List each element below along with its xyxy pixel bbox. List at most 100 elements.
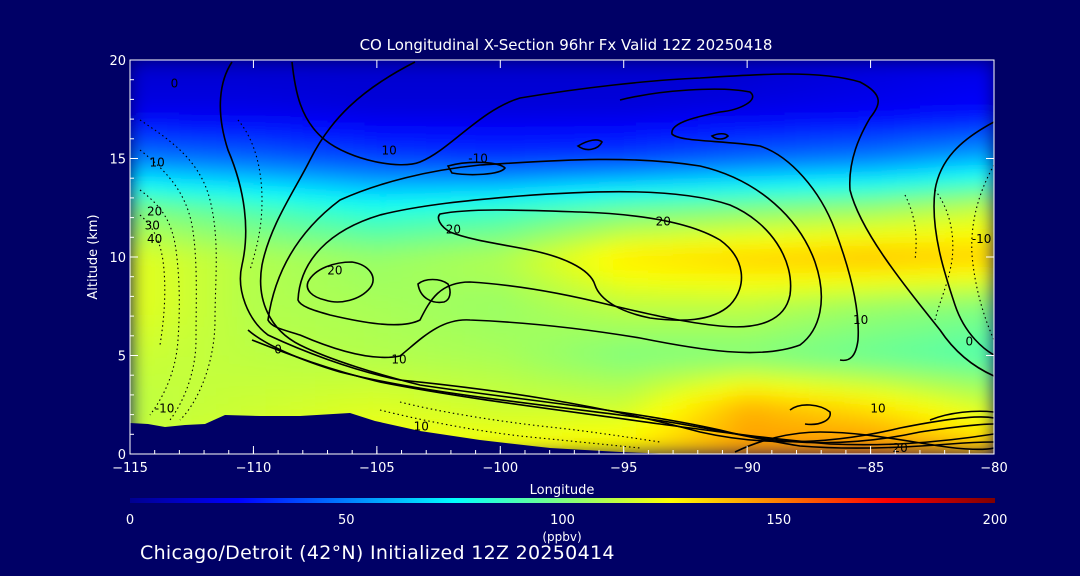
heat-cell bbox=[611, 424, 625, 436]
heat-cell bbox=[895, 306, 909, 317]
heat-cell bbox=[734, 424, 748, 436]
heat-cell bbox=[870, 286, 884, 298]
heat-cell bbox=[228, 276, 242, 288]
heat-cell bbox=[932, 394, 946, 406]
heat-cell bbox=[228, 109, 242, 120]
heat-cell bbox=[315, 296, 329, 308]
heat-cell bbox=[315, 355, 329, 367]
heat-cell bbox=[771, 158, 785, 170]
heat-cell bbox=[487, 257, 501, 268]
heat-cell bbox=[241, 99, 255, 111]
heat-cell bbox=[796, 414, 810, 426]
heat-cell bbox=[586, 69, 600, 81]
heat-cell bbox=[204, 316, 218, 327]
heat-cell bbox=[463, 325, 477, 337]
heat-cell bbox=[845, 276, 859, 288]
heat-cell bbox=[660, 385, 674, 396]
heat-cell bbox=[747, 424, 761, 436]
heat-cell bbox=[833, 178, 847, 189]
heat-cell bbox=[623, 266, 637, 278]
heat-cell bbox=[537, 325, 551, 337]
heat-cell bbox=[463, 69, 477, 81]
heat-cell bbox=[796, 257, 810, 268]
heat-cell bbox=[969, 237, 983, 248]
heat-cell bbox=[870, 257, 884, 268]
heat-cell bbox=[673, 385, 687, 396]
heat-cell bbox=[784, 444, 798, 454]
heat-cell bbox=[636, 257, 650, 268]
heat-cell bbox=[204, 119, 218, 130]
heat-cell bbox=[302, 178, 316, 189]
heat-cell bbox=[660, 178, 674, 189]
heat-cell bbox=[784, 89, 798, 101]
heat-cell bbox=[500, 69, 514, 81]
heat-cell bbox=[944, 365, 958, 376]
heat-cell bbox=[586, 197, 600, 209]
heat-cell bbox=[549, 79, 563, 91]
heat-cell bbox=[253, 286, 267, 298]
heat-cell bbox=[611, 158, 625, 170]
heat-cell bbox=[771, 119, 785, 130]
heat-cell bbox=[957, 306, 971, 317]
heat-cell bbox=[981, 434, 994, 445]
heat-cell bbox=[858, 414, 872, 426]
heat-cell bbox=[710, 385, 724, 396]
heat-cell bbox=[870, 217, 884, 229]
heat-cell bbox=[796, 227, 810, 239]
heat-cell bbox=[981, 217, 994, 229]
heat-cell bbox=[204, 217, 218, 229]
heat-cell bbox=[253, 69, 267, 81]
heat-cell bbox=[685, 325, 699, 337]
heat-cell bbox=[191, 306, 205, 317]
heat-cell bbox=[833, 129, 847, 140]
heat-cell bbox=[339, 99, 353, 111]
heat-cell bbox=[401, 345, 415, 357]
heat-cell bbox=[438, 109, 452, 120]
heat-cell bbox=[191, 227, 205, 239]
heat-cell bbox=[537, 197, 551, 209]
heat-cell bbox=[870, 394, 884, 406]
heat-cell bbox=[870, 276, 884, 288]
heat-cell bbox=[241, 60, 255, 71]
heat-cell bbox=[265, 79, 279, 91]
heat-cell bbox=[734, 257, 748, 268]
heat-cell bbox=[352, 306, 366, 317]
heat-cell bbox=[697, 325, 711, 337]
heat-cell bbox=[450, 286, 464, 298]
heat-cell bbox=[599, 296, 613, 308]
heat-cell bbox=[290, 276, 304, 288]
heat-cell bbox=[574, 158, 588, 170]
heat-cell bbox=[512, 79, 526, 91]
heat-cell bbox=[611, 316, 625, 327]
heat-cell bbox=[241, 247, 255, 258]
heat-cell bbox=[895, 365, 909, 376]
heat-cell bbox=[623, 345, 637, 357]
heat-cell bbox=[957, 158, 971, 170]
heat-cell bbox=[722, 375, 736, 386]
heat-cell bbox=[796, 217, 810, 229]
heat-cell bbox=[623, 335, 637, 347]
heat-cell bbox=[389, 365, 403, 376]
heat-cell bbox=[771, 188, 785, 199]
heat-cell bbox=[932, 414, 946, 426]
heat-cell bbox=[290, 335, 304, 347]
heat-cell bbox=[981, 404, 994, 416]
heat-cell bbox=[512, 266, 526, 278]
heat-cell bbox=[167, 89, 181, 101]
heat-cell bbox=[833, 355, 847, 367]
heat-cell bbox=[241, 276, 255, 288]
heat-cell bbox=[364, 69, 378, 81]
heat-cell bbox=[784, 385, 798, 396]
heat-cell bbox=[685, 207, 699, 219]
heat-cell bbox=[673, 414, 687, 426]
heat-cell bbox=[265, 60, 279, 71]
heat-cell bbox=[697, 119, 711, 130]
heat-cell bbox=[562, 207, 576, 219]
heat-cell bbox=[907, 237, 921, 248]
heat-cell bbox=[574, 306, 588, 317]
heat-cell bbox=[981, 325, 994, 337]
heat-cell bbox=[697, 247, 711, 258]
heat-cell bbox=[241, 385, 255, 396]
heat-cell bbox=[191, 257, 205, 268]
heat-cell bbox=[290, 355, 304, 367]
